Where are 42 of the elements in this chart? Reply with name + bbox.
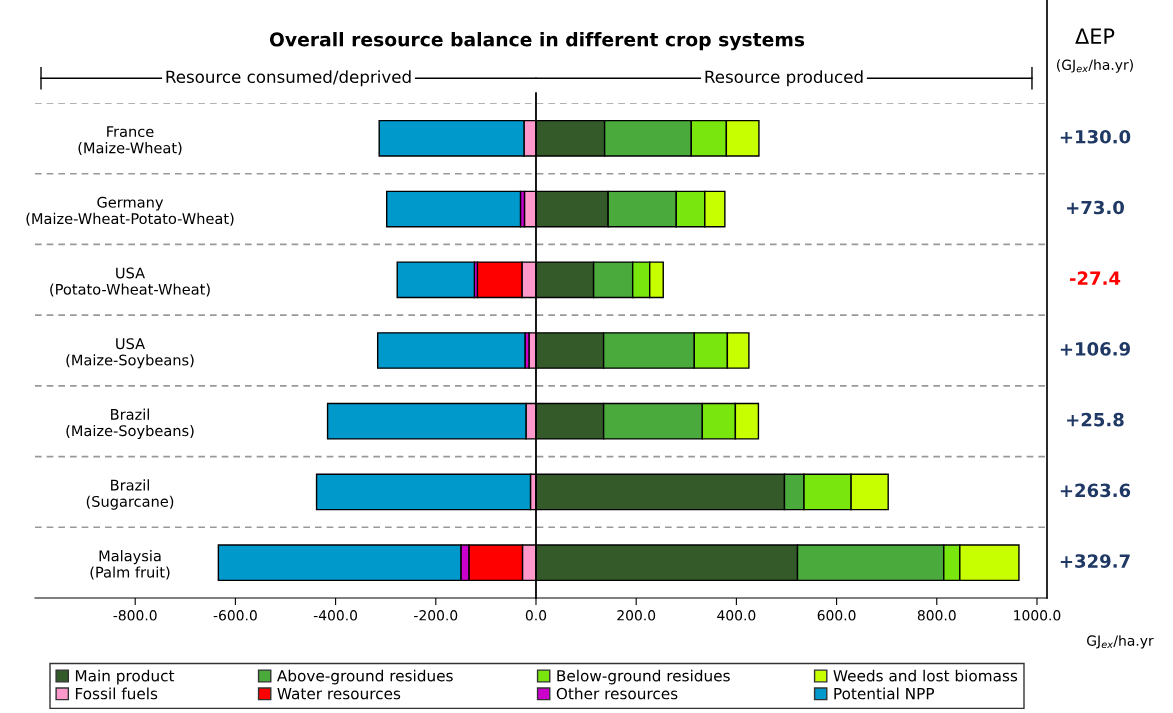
y-tick-label: USA (Potato-Wheat-Wheat) — [50, 267, 210, 297]
legend-label: Other resources — [556, 687, 678, 700]
x-tick-label: 1000.0 — [1014, 610, 1061, 621]
legend-label: Water resources — [277, 687, 401, 700]
bar — [315, 473, 532, 511]
legend-label: Weeds and lost biomass — [833, 669, 1018, 682]
x-axis-title: GJ$_{ex}$/ha.yr — [1087, 635, 1154, 649]
legend-label: Potential NPP — [834, 687, 935, 700]
y-tick-label: Malaysia (Palm fruit) — [90, 550, 170, 580]
y-tick-label: Brazil (Maize-Soybeans) — [66, 408, 194, 440]
x-tick-label: -200.0 — [414, 610, 458, 621]
y-tick-label: Brazil (Sugarcane) — [86, 479, 174, 510]
x-tick-label: 400.0 — [717, 610, 756, 621]
text: ΔEP — [1075, 28, 1115, 44]
text: +73.0 — [1067, 200, 1124, 215]
x-tick-label: -400.0 — [313, 610, 358, 621]
y-tick-label: Germany (Maize-Wheat-Potato-Wheat) — [26, 196, 234, 226]
text: -27.4 — [1069, 271, 1121, 285]
y-tick-label: USA (Maize-Soybeans) — [66, 338, 194, 369]
x-tick-label: -800.0 — [113, 610, 157, 621]
text: +106.9 — [1060, 342, 1130, 356]
text: Resource consumed/deprived — [166, 70, 411, 87]
bar — [376, 332, 526, 369]
legend-label: Fossil fuels — [75, 687, 158, 700]
y-tick-label: France (Maize-Wheat) — [78, 126, 182, 156]
legend-label: Below-ground residues — [557, 669, 730, 685]
x-tick-label: 800.0 — [917, 610, 956, 621]
chart-title: Overall resource balance in different crop systems — [269, 32, 805, 51]
x-tick-label: -600.0 — [213, 610, 257, 621]
text: +130.0 — [1060, 129, 1131, 144]
x-tick-label: 0.0 — [525, 610, 547, 621]
x-tick-label: 200.0 — [617, 610, 656, 621]
bar — [396, 261, 476, 299]
text: +263.6 — [1060, 483, 1131, 498]
text: +25.8 — [1067, 412, 1124, 427]
text: (GJ$_{ex}$/ha.yr) — [1057, 59, 1133, 73]
bar — [386, 190, 522, 228]
text: Resource produced — [705, 70, 863, 87]
legend-label: Main product — [75, 669, 175, 685]
x-tick-label: 600.0 — [817, 610, 856, 621]
text: +329.7 — [1060, 554, 1130, 568]
legend-label: Above-ground residues — [277, 669, 453, 685]
